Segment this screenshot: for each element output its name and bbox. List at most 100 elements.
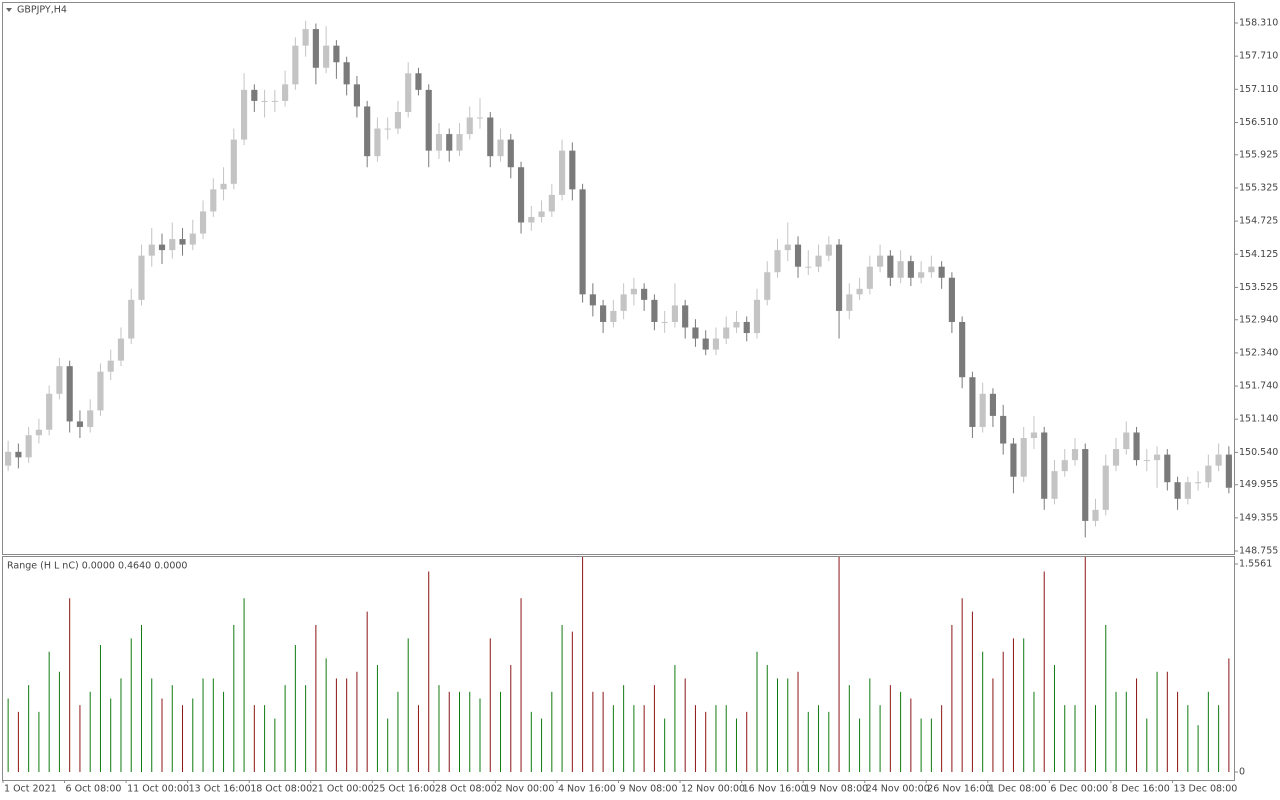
candle-body [784, 244, 791, 251]
range-bars [7, 557, 1230, 773]
candle-body [384, 128, 391, 130]
candle-body [794, 244, 802, 267]
candle-body [1215, 454, 1222, 466]
y-tick-label: 157.710 [1239, 51, 1278, 62]
y-tick-label: 153.525 [1239, 282, 1278, 293]
candle-body [1153, 454, 1161, 461]
y-tick-label: 157.110 [1239, 84, 1278, 95]
y-tick-label: 151.140 [1239, 414, 1278, 425]
candle-body [835, 244, 843, 311]
candle-body [466, 117, 473, 135]
candle-body [1000, 415, 1007, 444]
x-tick-label: 19 Nov 08:00 [804, 784, 868, 795]
candle-body [887, 255, 894, 278]
candle-body [97, 371, 104, 411]
candle-body [415, 73, 422, 90]
x-tick-label: 6 Oct 08:00 [66, 784, 122, 795]
candle-body [641, 288, 648, 300]
candle-body [497, 139, 504, 157]
candle-body [302, 29, 309, 46]
candle-body [600, 305, 607, 322]
y-tick-label: 154.125 [1239, 249, 1278, 260]
candle-body [815, 255, 822, 267]
candle-body [1030, 432, 1038, 439]
candle-body [446, 134, 453, 151]
candle-body [148, 244, 155, 256]
candle-body [117, 338, 125, 361]
candle-body [15, 451, 22, 458]
candle-body [5, 451, 12, 466]
candle-body [240, 89, 248, 140]
x-tick-label: 11 Oct 00:00 [127, 784, 189, 795]
x-tick-label: 13 Dec 08:00 [1173, 784, 1237, 795]
candle-body [938, 266, 945, 278]
candle-body [620, 294, 627, 311]
x-tick-label: 28 Oct 08:00 [435, 784, 497, 795]
y-tick-label: 154.725 [1239, 216, 1278, 227]
candle-body [1133, 432, 1140, 461]
candle-body [1082, 449, 1089, 521]
candle-body [538, 211, 545, 217]
candle-body [671, 305, 678, 322]
candle-body [1051, 471, 1058, 499]
candle-body [1195, 482, 1202, 484]
x-tick-label: 16 Nov 16:00 [743, 784, 807, 795]
candle-body [569, 150, 576, 190]
candle-body [589, 294, 596, 306]
candle-body [1061, 460, 1068, 472]
x-tick-label: 21 Oct 00:00 [312, 784, 374, 795]
candle-body [189, 233, 196, 245]
symbol-title: GBPJPY,H4 [17, 5, 67, 16]
candle-body [158, 244, 166, 251]
candle-body [343, 62, 350, 85]
candle-body [507, 139, 514, 168]
candle-body [528, 216, 535, 223]
indicator-panel [2, 556, 1235, 781]
candle-body [743, 321, 750, 334]
candle-body [1164, 454, 1171, 483]
candle-body [1041, 432, 1048, 499]
menu-arrow[interactable] [6, 8, 12, 12]
x-tick-label: 26 Nov 16:00 [927, 784, 991, 795]
y-tick-label: 148.755 [1239, 546, 1278, 557]
candle-body [435, 134, 443, 151]
candle-body [107, 360, 114, 372]
candle-body [764, 272, 771, 300]
candle-body [282, 84, 289, 101]
candle-body [825, 244, 832, 256]
y-tick-label: 155.325 [1239, 182, 1278, 193]
candle-body [661, 321, 668, 323]
candle-body [76, 421, 84, 427]
candle-body [907, 261, 914, 278]
candle-body [364, 106, 371, 157]
y-tick-label: 150.540 [1239, 447, 1278, 458]
candle-body [1010, 443, 1017, 477]
candle-body [1112, 449, 1120, 466]
x-tick-label: 8 Dec 16:00 [1112, 784, 1170, 795]
candle-body [210, 189, 217, 212]
candle-body [1184, 482, 1191, 499]
y-tick-label: 151.740 [1239, 381, 1278, 392]
candle-body [969, 377, 976, 427]
candle-body [702, 338, 709, 350]
candle-body [517, 167, 525, 223]
candle-body [56, 366, 63, 394]
candles [5, 20, 1232, 538]
candle-body [138, 255, 145, 300]
candle-body [856, 288, 863, 295]
candle-body [251, 89, 258, 101]
candle-body [979, 393, 986, 427]
candle-body [610, 310, 617, 322]
indicator-tick-label: 0 [1239, 767, 1245, 778]
candle-body [1174, 482, 1181, 499]
candle-body [292, 45, 299, 85]
candle-body [66, 366, 73, 422]
candle-body [312, 29, 319, 68]
candle-body [199, 211, 207, 234]
x-tick-label: 25 Oct 16:00 [373, 784, 435, 795]
candle-body [1092, 509, 1099, 521]
candle-body [723, 327, 730, 339]
y-tick-label: 149.955 [1239, 479, 1278, 490]
x-tick-label: 12 Nov 00:00 [681, 784, 745, 795]
y-tick-label: 158.310 [1239, 18, 1278, 29]
